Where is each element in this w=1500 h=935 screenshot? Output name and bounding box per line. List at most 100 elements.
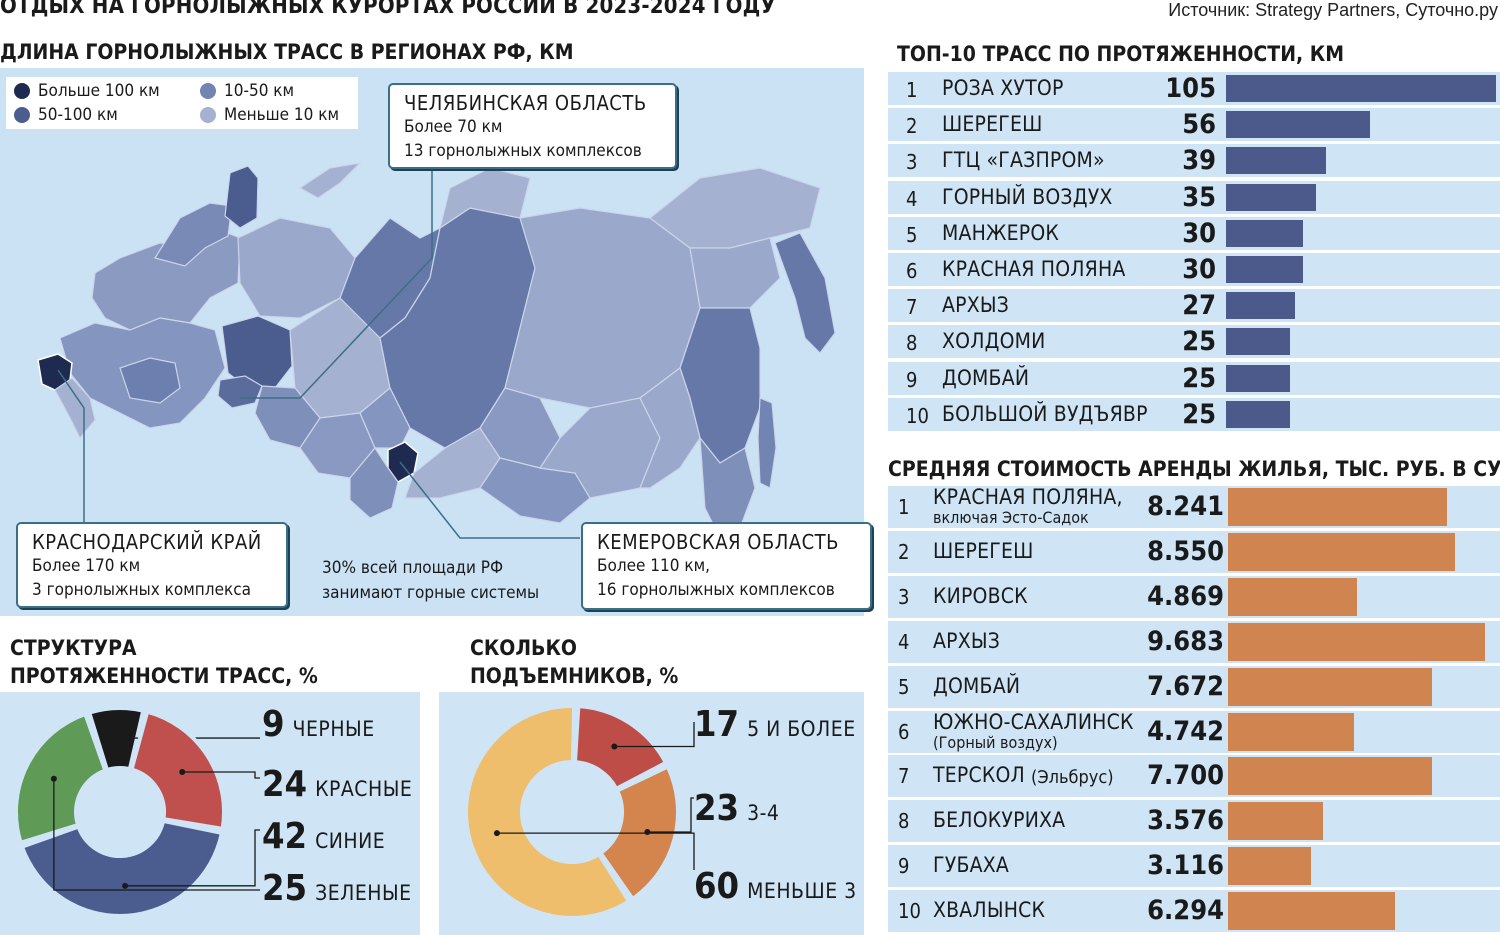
rank-label: 8 — [906, 331, 918, 356]
bar — [1226, 183, 1316, 211]
rank-label: 7 — [898, 764, 910, 789]
value-label: 6.294 — [1147, 895, 1224, 927]
bar-row: 1 РОЗА ХУТОР 105 — [888, 72, 1500, 105]
leader-line — [125, 829, 260, 887]
bar-row: 1 КРАСНАЯ ПОЛЯНА, включая Эсто-Садок 8.241 — [888, 486, 1500, 528]
callout-line: Более 170 км — [32, 556, 141, 576]
callout-title: КРАСНОДАРСКИЙ КРАЙ — [32, 530, 262, 554]
donut-label: 23 3-4 — [694, 788, 779, 829]
rank-label: 4 — [906, 186, 918, 211]
bar-row: 10 ХВАЛЫНСК 6.294 — [888, 890, 1500, 933]
category-label: ГОРНЫЙ ВОЗДУХ — [942, 184, 1113, 209]
donut-value: 60 — [694, 866, 740, 907]
category-label: ТЕРСКОЛ — [933, 763, 1025, 788]
lifts-panel — [439, 692, 864, 935]
value-label: 4.869 — [1147, 580, 1224, 612]
category-sublabel: (Эльбрус) — [1031, 767, 1114, 789]
map-region-murmansk — [224, 165, 259, 229]
legend-dot-icon — [14, 83, 30, 99]
rank-label: 2 — [898, 539, 910, 564]
callout-title: ЧЕЛЯБИНСКАЯ ОБЛАСТЬ — [404, 91, 647, 115]
leader-dot — [493, 830, 500, 837]
bar-row: 5 ДОМБАЙ 7.672 — [888, 665, 1500, 708]
donut-value: 24 — [262, 764, 308, 805]
bar — [1226, 75, 1496, 102]
callout-krasnodar: КРАСНОДАРСКИЙ КРАЙ Более 170 км 3 горнол… — [16, 522, 288, 608]
map-legend: Больше 100 км 50-100 км 10-50 км Меньше … — [6, 77, 358, 129]
callout-line: Более 70 км — [404, 117, 503, 137]
bar — [1228, 892, 1395, 931]
donut-slice — [19, 818, 225, 918]
legend-dot-icon — [14, 107, 30, 123]
leader-dot — [611, 743, 618, 750]
leader-line — [182, 771, 260, 779]
callout-line: 3 горнолыжных комплекса — [32, 580, 252, 600]
donut-label: 9 ЧЕРНЫЕ — [262, 704, 375, 745]
donut-label: 60 МЕНЬШЕ 3 — [694, 866, 857, 907]
callout-line: Более 110 км, — [597, 556, 710, 576]
category-label: АРХЫЗ — [942, 293, 1010, 318]
rank-label: 6 — [898, 719, 910, 744]
donut-label: 42 СИНИЕ — [262, 816, 385, 857]
value-label: 39 — [1182, 145, 1216, 177]
rank-label: 3 — [906, 150, 918, 175]
bar — [1226, 256, 1304, 283]
category-label: КРАСНАЯ ПОЛЯНА — [942, 257, 1126, 281]
donut-category: 5 И БОЛЕЕ — [747, 717, 856, 741]
donut-category: СИНИЕ — [315, 829, 386, 853]
rank-label: 3 — [898, 584, 910, 609]
leader-chelyabinsk — [240, 158, 433, 399]
category-label: ЮЖНО-САХАЛИНСК — [933, 709, 1134, 734]
donut-label: 25 ЗЕЛЕНЫЕ — [262, 868, 412, 909]
value-label: 56 — [1182, 109, 1216, 141]
lifts-title: СКОЛЬКО ПОДЪЕМНИКОВ, % — [470, 636, 679, 688]
value-label: 25 — [1182, 398, 1216, 430]
donut-value: 9 — [262, 704, 285, 745]
legend-dot-icon — [200, 83, 216, 99]
value-label: 25 — [1182, 326, 1216, 358]
rank-label: 7 — [906, 295, 918, 320]
map-region-primorye — [699, 436, 756, 539]
category-label: ДОМБАЙ — [942, 365, 1030, 390]
map-region-perm — [221, 315, 293, 391]
donut-category: 3-4 — [747, 801, 780, 825]
bar-row: 3 ГТЦ «ГАЗПРОМ» 39 — [888, 144, 1500, 178]
bar — [1228, 757, 1433, 796]
donut-slice — [129, 709, 226, 832]
bar — [1228, 667, 1432, 706]
value-label: 8.241 — [1147, 491, 1224, 522]
category-label: ГУБАХА — [933, 853, 1009, 878]
rank-label: 9 — [906, 367, 918, 392]
donut-value: 42 — [262, 816, 308, 857]
category-label: БЕЛОКУРИХА — [933, 808, 1066, 833]
donut-value: 25 — [262, 868, 308, 909]
category-label: КРАСНАЯ ПОЛЯНА, — [933, 485, 1123, 509]
rank-label: 5 — [906, 222, 918, 247]
russia-map — [37, 158, 836, 539]
category-label: ШЕРЕГЕШ — [933, 538, 1034, 563]
callout-line: 16 горнолыжных комплексов — [597, 580, 835, 600]
value-label: 7.700 — [1147, 760, 1224, 792]
rank-label: 10 — [906, 403, 929, 428]
rental-title: СРЕДНЯЯ СТОИМОСТЬ АРЕНДЫ ЖИЛЬЯ, ТЫС. РУБ… — [888, 457, 1500, 481]
map-region-kamchatka — [774, 232, 836, 354]
category-label: АРХЫЗ — [933, 628, 1001, 653]
bar-row: 6 ЮЖНО-САХАЛИНСК (Горный воздух) 4.742 — [888, 709, 1500, 753]
structure-donut — [14, 706, 260, 918]
leader-line — [647, 797, 694, 833]
map-region-karelia — [154, 202, 233, 267]
bar — [1226, 400, 1291, 428]
leader-line — [496, 832, 695, 870]
category-label: БОЛЬШОЙ ВУДЪЯВР — [942, 401, 1148, 426]
map-region-sakhalin — [757, 397, 777, 489]
category-label: ХВАЛЫНСК — [933, 898, 1046, 923]
bar-row: 7 АРХЫЗ 27 — [888, 289, 1500, 323]
map-region-magadan — [689, 237, 781, 309]
map-region-chelyabinsk — [217, 375, 263, 409]
bar — [1226, 219, 1304, 247]
donut-label: 24 КРАСНЫЕ — [262, 764, 412, 805]
donut-value: 23 — [694, 788, 740, 829]
donut-value: 17 — [694, 704, 740, 745]
rank-label: 1 — [906, 78, 918, 102]
donut-slice — [464, 704, 632, 920]
